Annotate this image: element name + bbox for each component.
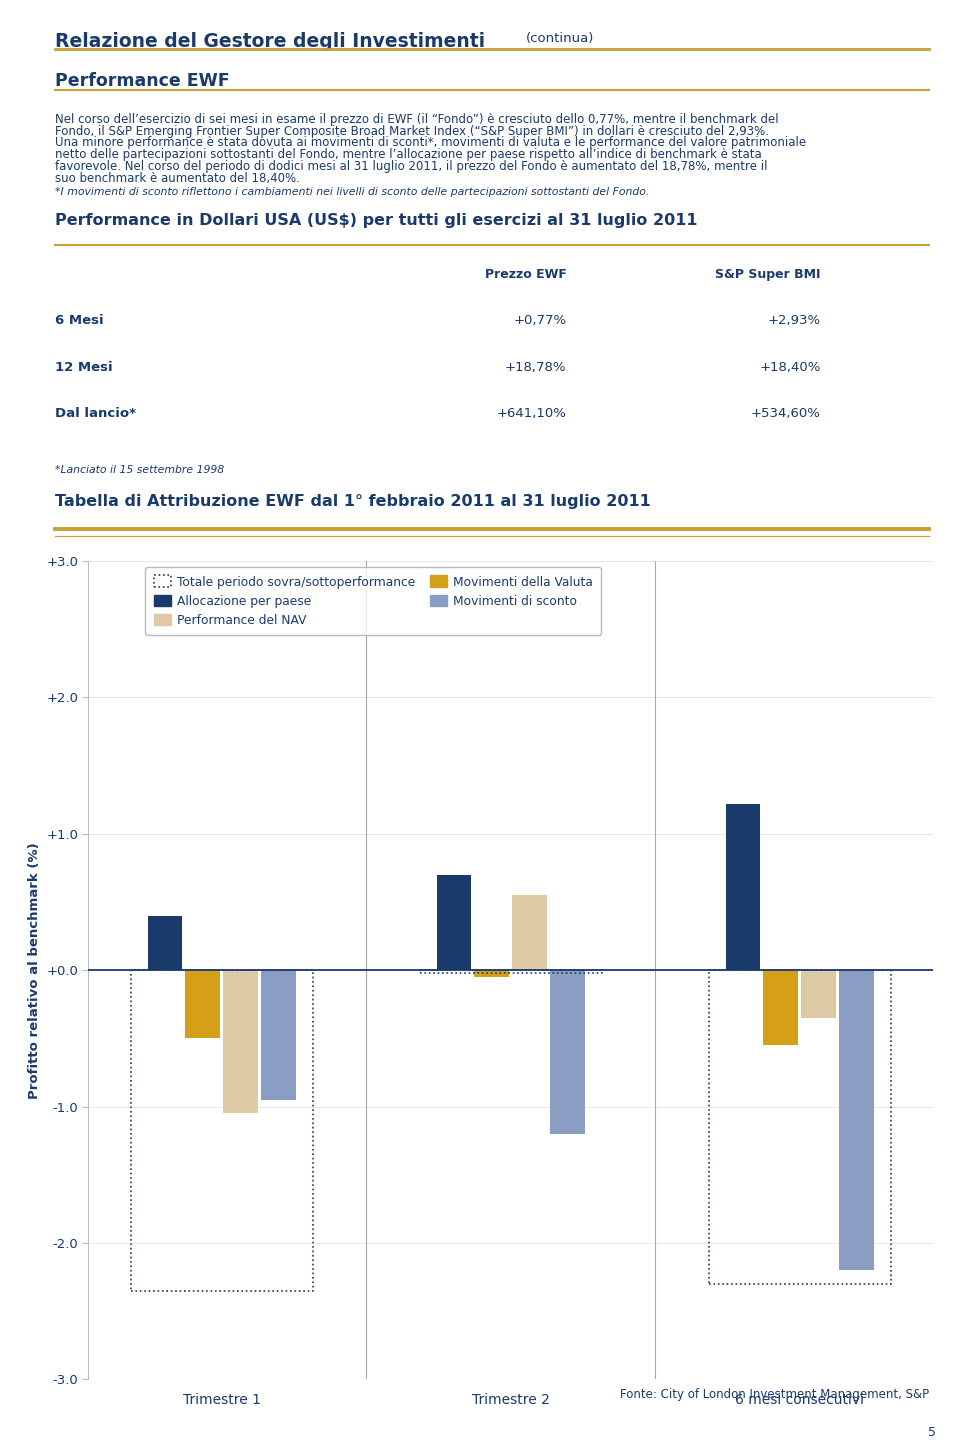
Legend: Totale periodo sovra/sottoperformance, Allocazione per paese, Performance del NA: Totale periodo sovra/sottoperformance, A… bbox=[145, 567, 602, 635]
Text: *I movimenti di sconto riflettono i cambiamenti nei livelli di sconto delle part: *I movimenti di sconto riflettono i camb… bbox=[55, 187, 649, 197]
Text: favorevole. Nel corso del periodo di dodici mesi al 31 luglio 2011, il prezzo de: favorevole. Nel corso del periodo di dod… bbox=[55, 159, 767, 172]
Text: netto delle partecipazioni sottostanti del Fondo, mentre l’allocazione per paese: netto delle partecipazioni sottostanti d… bbox=[55, 148, 761, 161]
Bar bbox=[261, 971, 296, 1100]
Bar bbox=[763, 971, 798, 1045]
Text: Prezzo EWF: Prezzo EWF bbox=[485, 268, 566, 281]
Text: +2,93%: +2,93% bbox=[768, 314, 821, 327]
Bar bbox=[437, 875, 471, 971]
Text: Fondo, il S&P Emerging Frontier Super Composite Broad Market Index (“S&P Super B: Fondo, il S&P Emerging Frontier Super Co… bbox=[55, 125, 769, 138]
Text: S&P Super BMI: S&P Super BMI bbox=[715, 268, 821, 281]
Text: (continua): (continua) bbox=[526, 32, 594, 45]
Bar bbox=[185, 971, 220, 1039]
Text: +18,78%: +18,78% bbox=[505, 361, 566, 374]
Text: +0,77%: +0,77% bbox=[514, 314, 566, 327]
Bar bbox=[224, 971, 258, 1113]
Text: 12 Mesi: 12 Mesi bbox=[55, 361, 112, 374]
Y-axis label: Profitto relativo al benchmark (%): Profitto relativo al benchmark (%) bbox=[28, 842, 41, 1098]
Bar bbox=[474, 971, 509, 977]
Text: Performance EWF: Performance EWF bbox=[55, 72, 229, 90]
Text: +641,10%: +641,10% bbox=[496, 407, 566, 420]
Bar bbox=[802, 971, 836, 1017]
Bar bbox=[726, 804, 760, 971]
Text: Relazione del Gestore degli Investimenti: Relazione del Gestore degli Investimenti bbox=[55, 32, 485, 51]
Bar bbox=[513, 895, 547, 971]
Bar bbox=[550, 971, 585, 1135]
Text: Tabella di Attribuzione EWF dal 1° febbraio 2011 al 31 luglio 2011: Tabella di Attribuzione EWF dal 1° febbr… bbox=[55, 494, 651, 509]
Text: +534,60%: +534,60% bbox=[751, 407, 821, 420]
Text: Una minore performance è stata dovuta ai movimenti di sconti*, movimenti di valu: Una minore performance è stata dovuta ai… bbox=[55, 136, 805, 149]
Text: 6 Mesi: 6 Mesi bbox=[55, 314, 104, 327]
Text: *Lanciato il 15 settembre 1998: *Lanciato il 15 settembre 1998 bbox=[55, 465, 224, 475]
Text: 5: 5 bbox=[928, 1426, 936, 1439]
Text: Dal lancio*: Dal lancio* bbox=[55, 407, 135, 420]
Bar bbox=[839, 971, 874, 1271]
Text: Fonte: City of London Investment Management, S&P: Fonte: City of London Investment Managem… bbox=[620, 1388, 929, 1401]
Text: suo benchmark è aumentato del 18,40%.: suo benchmark è aumentato del 18,40%. bbox=[55, 171, 300, 184]
Text: Performance in Dollari USA (US$) per tutti gli esercizi al 31 luglio 2011: Performance in Dollari USA (US$) per tut… bbox=[55, 213, 697, 227]
Text: Nel corso dell’esercizio di sei mesi in esame il prezzo di EWF (il “Fondo”) è cr: Nel corso dell’esercizio di sei mesi in … bbox=[55, 113, 779, 126]
Text: +18,40%: +18,40% bbox=[759, 361, 821, 374]
Bar bbox=[148, 916, 182, 971]
